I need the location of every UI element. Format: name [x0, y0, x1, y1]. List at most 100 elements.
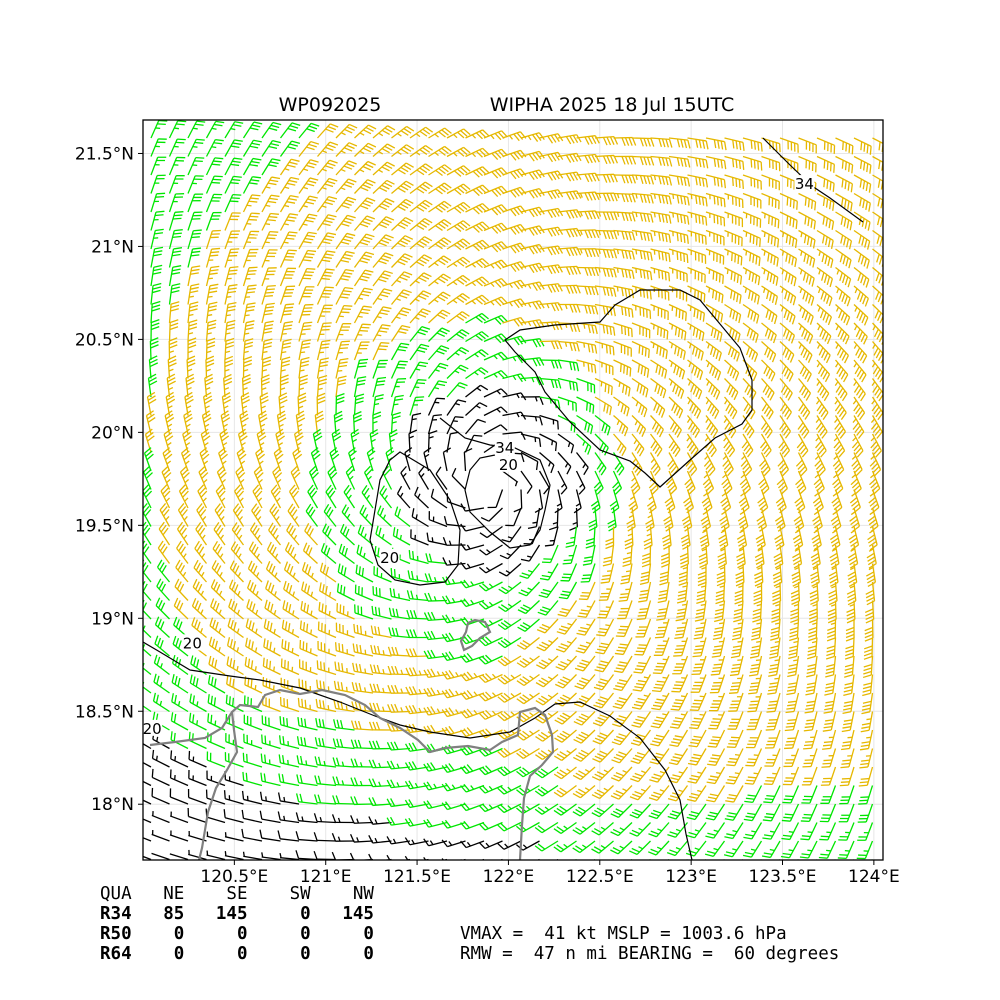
wind-barb-feather	[686, 216, 690, 225]
wind-barb-feather	[231, 522, 238, 531]
wind-barb-feather	[858, 331, 863, 340]
wind-barb-feather	[478, 223, 487, 230]
wind-barb-feather	[587, 446, 592, 455]
wind-barb-feather	[631, 477, 636, 482]
wind-barb-feather	[194, 540, 200, 549]
wind-barb-feather	[753, 313, 757, 322]
wind-barb-feather	[775, 277, 779, 286]
wind-barb-feather	[547, 210, 553, 219]
wind-barb-feather	[239, 432, 247, 439]
wind-barb-feather	[385, 234, 394, 239]
wind-barb-feather	[206, 350, 212, 354]
wind-barb-feather	[215, 120, 225, 124]
wind-barb-feather	[803, 253, 807, 263]
wind-barb-feather	[865, 593, 875, 599]
wind-barb-feather	[192, 127, 198, 130]
wind-barb-feather	[281, 360, 291, 364]
wind-barb-feather	[427, 592, 433, 602]
wind-barb-feather	[852, 462, 860, 470]
wind-barb-feather	[668, 440, 675, 449]
wind-barb-feather	[443, 255, 452, 262]
wind-barb-feather	[791, 256, 795, 266]
wind-barb-feather	[685, 312, 687, 321]
wind-barb-feather	[609, 345, 612, 355]
wind-barb-feather	[435, 206, 443, 213]
wind-barb-feather	[143, 583, 148, 592]
wind-barb-feather	[869, 529, 874, 534]
wind-barb-feather	[372, 420, 378, 424]
wind-barb-feather	[884, 280, 887, 288]
wind-barb-feather	[374, 397, 384, 401]
wind-barb-feather	[774, 515, 783, 522]
wind-barb-feather	[268, 145, 278, 150]
wind-barb-feather	[158, 120, 168, 122]
wind-barb-feather	[323, 256, 332, 260]
wind-barb-feather	[820, 450, 827, 458]
wind-barb-feather	[774, 559, 783, 566]
wind-barb-feather	[609, 249, 614, 259]
wind-barb-feather	[289, 484, 296, 492]
wind-barb-feather	[333, 435, 342, 442]
wind-barb-feather	[534, 416, 538, 422]
wind-barb-feather	[282, 327, 292, 331]
wind-barb-feather	[540, 591, 550, 596]
wind-barb-feather	[794, 497, 802, 504]
wind-barb-feather	[665, 138, 670, 148]
wind-barb-feather	[459, 203, 468, 211]
wind-barb-feather	[848, 163, 851, 172]
wind-barb-feather	[206, 337, 216, 342]
wind-barb-feather	[302, 542, 308, 551]
wind-barb-feather	[528, 153, 535, 162]
wind-barb-feather	[424, 453, 430, 458]
wind-barb-feather	[223, 377, 232, 383]
wind-barb-feather	[810, 578, 820, 584]
wind-barb-feather	[145, 490, 153, 498]
wind-barb-feather	[564, 342, 568, 347]
wind-barb-feather	[329, 490, 336, 499]
wind-barb-feather	[621, 268, 625, 278]
wind-barb-feather	[814, 474, 819, 479]
wind-barb-feather	[328, 591, 332, 597]
wind-barb-feather	[822, 412, 829, 420]
wind-barb-feather	[716, 571, 725, 576]
wind-barb-feather	[418, 258, 427, 265]
wind-barb-feather	[744, 384, 750, 393]
wind-barb-feather	[621, 249, 625, 259]
wind-barb-feather	[275, 428, 284, 435]
wind-barb-feather	[359, 241, 369, 246]
wind-barb-feather	[729, 367, 735, 377]
wind-barb-feather	[705, 216, 708, 226]
wind-barb-feather	[661, 213, 665, 223]
wind-barb-feather	[635, 249, 638, 255]
wind-barb-feather	[168, 337, 178, 342]
wind-barb-feather	[858, 235, 862, 244]
wind-barb-feather	[276, 453, 284, 461]
wind-barb-feather	[296, 410, 305, 416]
wind-barb-feather	[817, 366, 824, 375]
wind-barb-feather	[182, 490, 189, 498]
wind-barb-feather	[389, 587, 393, 597]
wind-barb-feather	[843, 236, 847, 246]
wind-barb-feather	[751, 351, 756, 360]
wind-barb-feather	[343, 165, 353, 170]
wind-barb-feather	[557, 613, 567, 617]
wind-barb-feather	[296, 413, 305, 420]
wind-barb-feather	[861, 218, 865, 227]
wind-barb-feather	[359, 223, 369, 228]
wind-barb-feather	[562, 590, 571, 594]
wind-barb-feather	[785, 234, 789, 244]
wind-barb-feather	[186, 380, 195, 386]
wind-barb-feather	[425, 126, 434, 133]
wind-barb-feather	[594, 364, 597, 374]
wind-barb-feather	[378, 205, 388, 211]
wind-barb-feather	[520, 279, 527, 288]
wind-barb-feather	[526, 486, 533, 494]
wind-barb-feather	[850, 183, 853, 193]
wind-barb-feather	[442, 291, 451, 297]
wind-barb-feather	[399, 276, 408, 281]
wind-barb-feather	[815, 422, 823, 430]
wind-barb-feather	[779, 403, 786, 412]
wind-barb-feather	[659, 574, 669, 579]
wind-barb-feather	[248, 541, 254, 550]
wind-barb-feather	[762, 384, 768, 393]
